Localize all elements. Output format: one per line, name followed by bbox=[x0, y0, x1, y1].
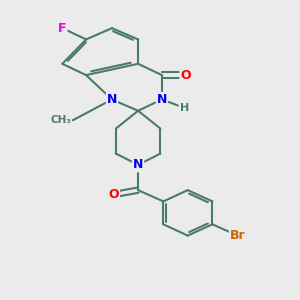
Text: N: N bbox=[157, 93, 167, 106]
Text: F: F bbox=[58, 22, 67, 34]
Text: Br: Br bbox=[230, 229, 245, 242]
Text: N: N bbox=[107, 93, 117, 106]
Text: O: O bbox=[108, 188, 119, 201]
Text: N: N bbox=[133, 158, 143, 171]
Text: H: H bbox=[180, 103, 189, 113]
Text: O: O bbox=[180, 69, 191, 82]
Text: CH₃: CH₃ bbox=[50, 115, 71, 125]
